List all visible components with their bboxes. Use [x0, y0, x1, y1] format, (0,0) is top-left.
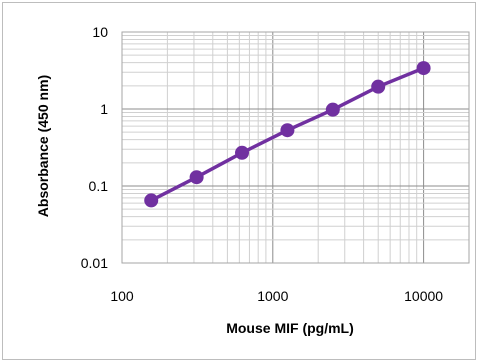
y-tick-label: 1: [100, 101, 108, 117]
data-point: [280, 123, 295, 138]
y-tick-label: 0.1: [89, 178, 109, 194]
series-line-group: [144, 61, 431, 208]
x-axis-title: Mouse MIF (pg/mL): [226, 320, 354, 336]
y-tick-label: 0.01: [81, 255, 108, 271]
data-point: [325, 102, 340, 117]
y-axis-title: Absorbance (450 nm): [35, 75, 51, 217]
x-tick-label: 1000: [257, 288, 288, 304]
data-point: [144, 193, 159, 208]
plot-area-border: [121, 31, 470, 264]
x-tick-label: 100: [110, 288, 134, 304]
y-tick-labels: 10 1 0.1 0.01: [81, 24, 108, 271]
data-point: [189, 170, 204, 185]
data-point: [416, 61, 431, 76]
data-point: [371, 79, 386, 94]
data-point: [235, 145, 250, 160]
x-tick-label: 10000: [404, 288, 443, 304]
y-tick-label: 10: [92, 24, 108, 40]
x-tick-labels: 100 1000 10000: [110, 288, 443, 304]
